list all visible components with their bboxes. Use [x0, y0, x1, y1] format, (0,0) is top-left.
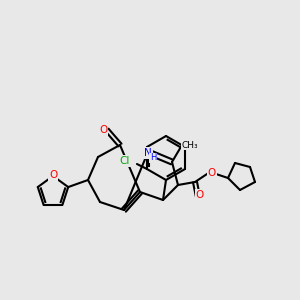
- Text: H: H: [150, 154, 156, 163]
- Text: CH₃: CH₃: [182, 140, 198, 149]
- Text: O: O: [99, 125, 107, 135]
- Text: N: N: [144, 148, 152, 158]
- Text: O: O: [208, 168, 216, 178]
- Text: Cl: Cl: [120, 156, 130, 166]
- Text: O: O: [196, 190, 204, 200]
- Text: O: O: [49, 170, 57, 180]
